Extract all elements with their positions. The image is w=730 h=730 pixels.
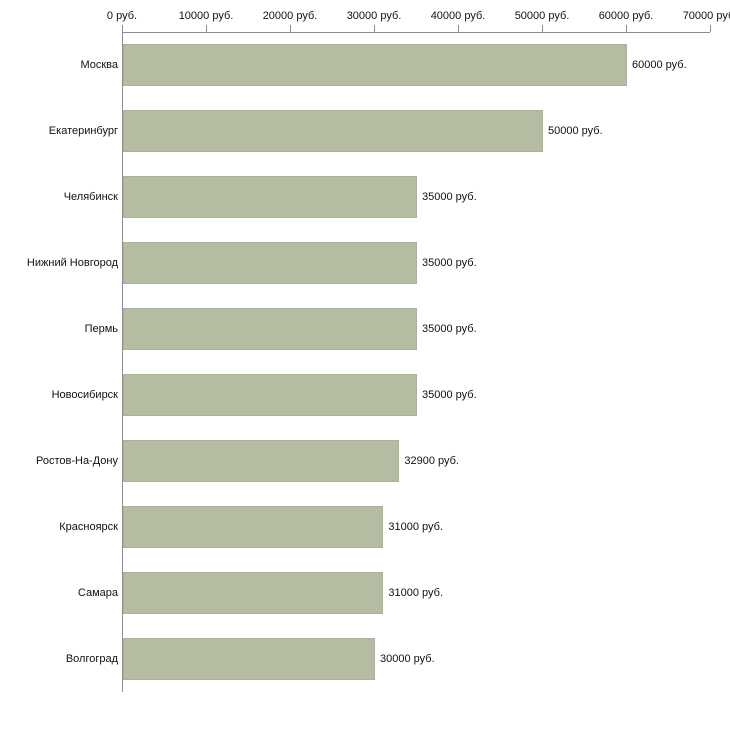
bar-2 (123, 110, 543, 152)
x-tick-mark (206, 25, 207, 32)
bar-10 (123, 638, 375, 680)
category-label: Челябинск (63, 191, 118, 203)
x-tick-label: 30000 руб. (346, 10, 402, 22)
value-label: 30000 руб. (380, 653, 435, 665)
value-label: 60000 руб. (632, 59, 687, 71)
x-tick-mark (122, 25, 123, 32)
bar-4 (123, 242, 417, 284)
category-label: Новосибирск (51, 389, 118, 401)
category-label: Екатеринбург (48, 125, 118, 137)
y-axis (122, 32, 123, 692)
category-label: Самара (77, 587, 118, 599)
bar-8 (123, 506, 384, 548)
category-label: Красноярск (59, 521, 118, 533)
value-label: 35000 руб. (422, 389, 477, 401)
category-label: Москва (80, 59, 118, 71)
value-label: 32900 руб. (404, 455, 459, 467)
x-tick-label: 60000 руб. (598, 10, 654, 22)
bar-1 (123, 44, 627, 86)
category-label: Пермь (84, 323, 118, 335)
x-tick-label: 70000 руб. (682, 10, 730, 22)
x-tick-mark (458, 25, 459, 32)
x-tick-label: 40000 руб. (430, 10, 486, 22)
x-tick-mark (374, 25, 375, 32)
x-tick-mark (542, 25, 543, 32)
x-tick-mark (710, 25, 711, 32)
bar-9 (123, 572, 384, 614)
x-tick-label: 50000 руб. (514, 10, 570, 22)
x-tick-label: 0 руб. (106, 10, 138, 22)
value-label: 31000 руб. (388, 521, 444, 533)
category-label: Ростов-На-Дону (35, 455, 118, 467)
bar-6 (123, 374, 417, 416)
x-tick-mark (290, 25, 291, 32)
bar-5 (123, 308, 417, 350)
x-axis (122, 32, 710, 33)
category-label: Нижний Новгород (26, 257, 118, 269)
bar-3 (123, 176, 417, 218)
x-tick-label: 10000 руб. (178, 10, 234, 22)
value-label: 31000 руб. (388, 587, 444, 599)
value-label: 35000 руб. (422, 323, 477, 335)
value-label: 35000 руб. (422, 257, 477, 269)
category-label: Волгоград (65, 653, 118, 665)
value-label: 50000 руб. (548, 125, 603, 137)
x-tick-mark (626, 25, 627, 32)
x-tick-label: 20000 руб. (262, 10, 318, 22)
bar-7 (123, 440, 400, 482)
value-label: 35000 руб. (422, 191, 477, 203)
